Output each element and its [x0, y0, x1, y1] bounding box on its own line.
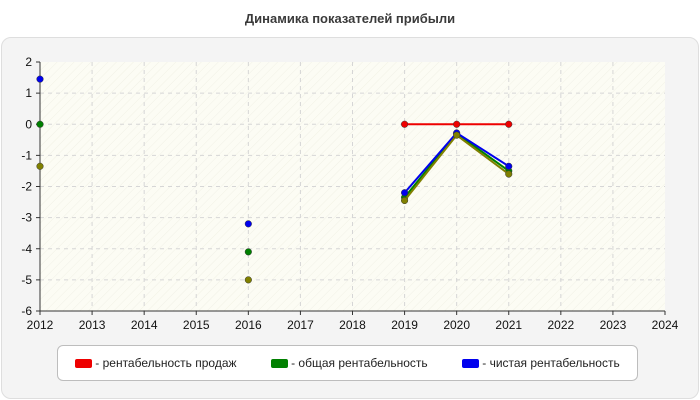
data-point	[505, 120, 513, 128]
series-line-segment	[403, 132, 458, 194]
x-tick-label: 2017	[287, 318, 314, 332]
x-tick-label: 2024	[652, 318, 679, 332]
data-point	[401, 189, 409, 197]
data-point	[505, 162, 513, 170]
legend-swatch-green	[271, 358, 289, 368]
x-tick-label: 2023	[600, 318, 627, 332]
legend-label: - чистая рентабельность	[482, 356, 620, 370]
x-tick-label: 2021	[495, 318, 522, 332]
legend-label: - общая рентабельность	[291, 356, 428, 370]
data-point	[36, 162, 44, 170]
y-tick-label: -4	[21, 242, 32, 256]
x-tick-label: 2019	[391, 318, 418, 332]
legend-swatch-blue	[462, 358, 480, 368]
data-point	[453, 131, 461, 139]
y-tick-label: 0	[25, 117, 32, 131]
x-tick-label: 2020	[443, 318, 470, 332]
x-tick-label: 2022	[547, 318, 574, 332]
x-tick-label: 2014	[131, 318, 158, 332]
data-point	[453, 120, 461, 128]
data-point	[36, 75, 44, 83]
x-tick-label: 2015	[183, 318, 210, 332]
x-tick-label: 2018	[339, 318, 366, 332]
chart-title: Динамика показателей прибыли	[244, 11, 456, 26]
data-point	[244, 276, 252, 284]
x-tick-label: 2016	[235, 318, 262, 332]
y-tick-label: -1	[21, 148, 32, 162]
data-point	[244, 220, 252, 228]
legend-label: - рентабельность продаж	[95, 356, 237, 370]
data-point	[401, 120, 409, 128]
legend-item-total-profitability: - общая рентабельность	[271, 356, 428, 370]
y-tick-label: -3	[21, 211, 32, 225]
y-tick-label: -6	[21, 304, 32, 318]
y-tick-label: -2	[21, 180, 32, 194]
y-tick-label: -5	[21, 273, 32, 287]
x-tick-label: 2012	[27, 318, 54, 332]
legend-item-sales-profitability: - рентабельность продаж	[75, 356, 237, 370]
legend-swatch-red	[75, 358, 93, 368]
series-line-segment	[456, 132, 510, 168]
series-line-segment	[456, 132, 510, 172]
data-point	[36, 120, 44, 128]
y-tick-label: 2	[25, 55, 32, 69]
series-line-segment	[403, 134, 458, 202]
y-tick-label: 1	[25, 86, 32, 100]
data-point	[505, 170, 513, 178]
x-tick-label: 2013	[79, 318, 106, 332]
chart-legend: - рентабельность продаж - общая рентабел…	[57, 345, 638, 381]
legend-item-net-profitability: - чистая рентабельность	[462, 356, 620, 370]
series-line-segment	[456, 134, 510, 175]
data-point	[244, 248, 252, 256]
data-point	[401, 196, 409, 205]
